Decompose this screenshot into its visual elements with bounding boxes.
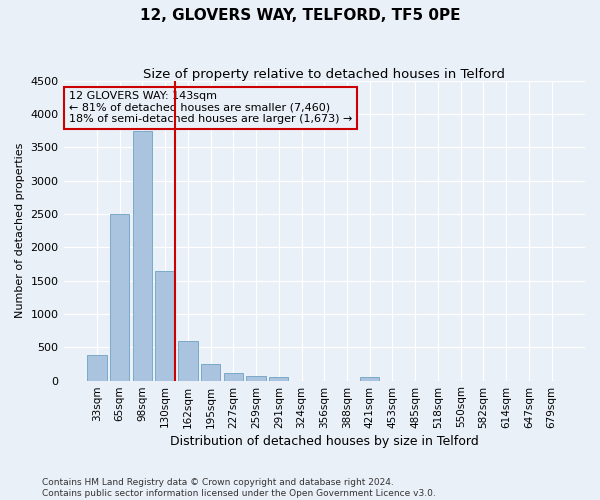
Y-axis label: Number of detached properties: Number of detached properties xyxy=(15,143,25,318)
Bar xyxy=(201,364,220,380)
Bar xyxy=(178,341,197,380)
Text: 12 GLOVERS WAY: 143sqm
← 81% of detached houses are smaller (7,460)
18% of semi-: 12 GLOVERS WAY: 143sqm ← 81% of detached… xyxy=(69,91,352,124)
Bar xyxy=(110,214,130,380)
Bar xyxy=(155,271,175,380)
Bar xyxy=(224,373,243,380)
Title: Size of property relative to detached houses in Telford: Size of property relative to detached ho… xyxy=(143,68,505,80)
X-axis label: Distribution of detached houses by size in Telford: Distribution of detached houses by size … xyxy=(170,434,479,448)
Text: 12, GLOVERS WAY, TELFORD, TF5 0PE: 12, GLOVERS WAY, TELFORD, TF5 0PE xyxy=(140,8,460,22)
Bar xyxy=(269,377,289,380)
Bar xyxy=(133,130,152,380)
Bar xyxy=(87,354,107,380)
Bar xyxy=(360,376,379,380)
Bar xyxy=(247,376,266,380)
Text: Contains HM Land Registry data © Crown copyright and database right 2024.
Contai: Contains HM Land Registry data © Crown c… xyxy=(42,478,436,498)
